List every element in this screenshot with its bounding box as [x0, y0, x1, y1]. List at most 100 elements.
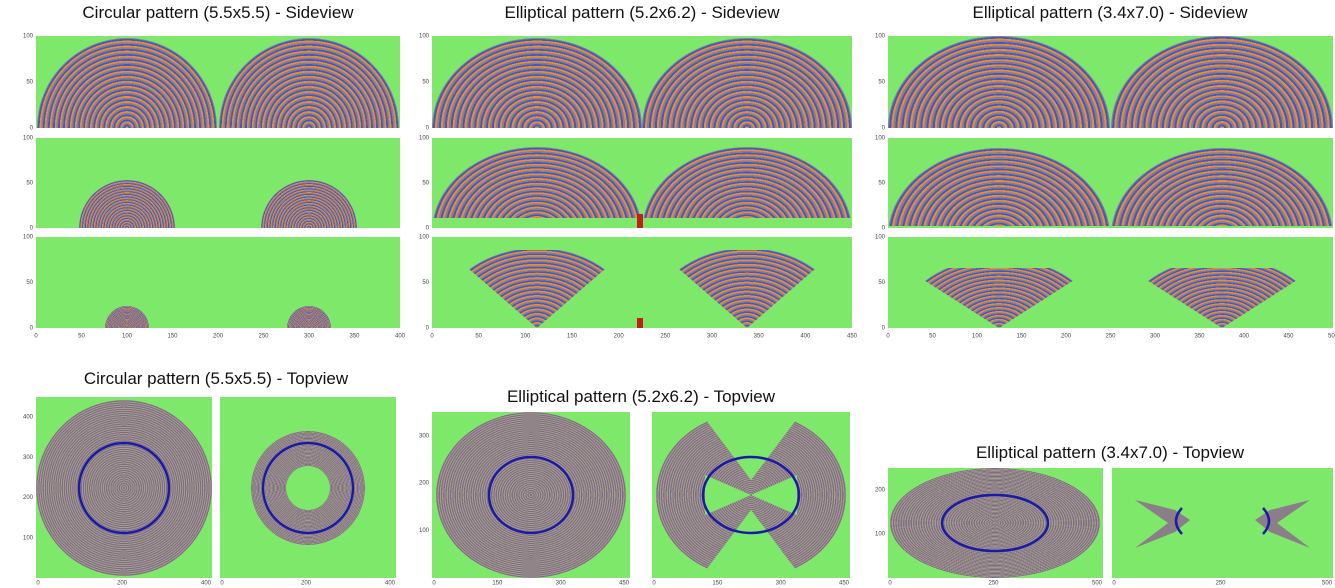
x-tick-label: 0	[888, 581, 892, 587]
y-tick-label: 100	[419, 528, 430, 534]
x-tick-label: 500	[1092, 581, 1103, 587]
x-tick-label: 250	[258, 334, 269, 340]
title: Elliptical pattern (3.4x7.0) - Sideview	[973, 3, 1249, 22]
x-tick-label: 400	[385, 581, 396, 587]
x-tick-label: 200	[1061, 334, 1072, 340]
x-tick-label: 0	[1112, 581, 1116, 587]
title: Circular pattern (5.5x5.5) - Topview	[84, 369, 349, 388]
y-tick-label: 0	[882, 226, 886, 232]
title: Circular pattern (5.5x5.5) - Sideview	[82, 3, 354, 22]
y-tick-label: 100	[875, 136, 886, 142]
y-tick-label: 200	[875, 488, 886, 494]
x-tick-label: 150	[167, 334, 178, 340]
pattern	[436, 412, 626, 578]
x-tick-label: 350	[349, 334, 360, 340]
x-tick-label: 300	[1150, 334, 1161, 340]
title: Elliptical pattern (5.2x6.2) - Topview	[507, 387, 776, 406]
y-tick-label: 0	[882, 326, 886, 332]
x-tick-label: 350	[1194, 334, 1205, 340]
source	[637, 318, 643, 328]
y-tick-label: 0	[426, 126, 430, 132]
x-tick-label: 200	[117, 581, 128, 587]
x-tick-label: 300	[707, 334, 718, 340]
x-tick-label: 0	[36, 581, 40, 587]
y-tick-label: 100	[419, 235, 430, 241]
y-tick-label: 50	[26, 181, 33, 187]
x-tick-label: 150	[567, 334, 578, 340]
y-tick-label: 100	[23, 235, 34, 241]
y-tick-label: 100	[419, 136, 430, 142]
x-tick-label: 100	[520, 334, 531, 340]
title: Elliptical pattern (5.2x6.2) - Sideview	[505, 3, 781, 22]
x-tick-label: 0	[430, 334, 434, 340]
x-tick-label: 250	[660, 334, 671, 340]
title: Elliptical pattern (3.4x7.0) - Topview	[976, 443, 1245, 462]
x-tick-label: 450	[1283, 334, 1294, 340]
pattern	[36, 400, 212, 576]
x-tick-label: 400	[800, 334, 811, 340]
x-tick-label: 400	[395, 334, 406, 340]
panel	[36, 237, 400, 328]
sideview-panels	[36, 36, 1333, 408]
x-tick-label: 0	[432, 581, 436, 587]
y-tick-label: 0	[30, 126, 34, 132]
x-tick-label: 0	[34, 334, 38, 340]
y-tick-label: 200	[419, 481, 430, 487]
y-tick-label: 400	[23, 415, 34, 421]
y-tick-label: 0	[882, 126, 886, 132]
x-tick-label: 0	[220, 581, 224, 587]
y-tick-label: 50	[878, 181, 885, 187]
x-tick-label: 150	[712, 581, 723, 587]
x-tick-label: 100	[972, 334, 983, 340]
y-tick-label: 50	[878, 280, 885, 286]
y-tick-label: 100	[875, 532, 886, 538]
panel	[1112, 468, 1333, 578]
x-tick-label: 150	[1016, 334, 1027, 340]
y-tick-label: 0	[426, 326, 430, 332]
x-tick-label: 50	[475, 334, 482, 340]
y-tick-label: 100	[875, 235, 886, 241]
y-tick-label: 100	[23, 535, 34, 541]
pattern	[890, 468, 1100, 578]
source	[637, 214, 643, 228]
y-tick-label: 50	[26, 280, 33, 286]
x-tick-label: 500	[1322, 581, 1333, 587]
x-tick-label: 450	[619, 581, 630, 587]
x-tick-label: 350	[754, 334, 765, 340]
x-tick-label: 250	[988, 581, 999, 587]
x-tick-label: 200	[213, 334, 224, 340]
x-tick-label: 250	[1215, 581, 1226, 587]
figure: Circular pattern (5.5x5.5) - Sideview El…	[0, 0, 1335, 588]
y-tick-label: 0	[30, 226, 34, 232]
y-tick-label: 100	[23, 34, 34, 40]
x-tick-label: 400	[1239, 334, 1250, 340]
x-tick-label: 150	[492, 581, 503, 587]
x-tick-label: 100	[122, 334, 133, 340]
x-tick-label: 300	[776, 581, 787, 587]
x-tick-label: 50	[78, 334, 85, 340]
y-tick-label: 50	[26, 80, 33, 86]
x-tick-label: 400	[201, 581, 212, 587]
y-tick-label: 50	[422, 280, 429, 286]
y-tick-label: 200	[23, 495, 34, 501]
x-tick-label: 200	[614, 334, 625, 340]
y-tick-label: 50	[422, 80, 429, 86]
x-tick-label: 300	[304, 334, 315, 340]
y-tick-label: 0	[426, 226, 430, 232]
x-tick-label: 500	[1328, 334, 1335, 340]
x-tick-label: 50	[929, 334, 936, 340]
x-tick-label: 450	[839, 581, 850, 587]
x-tick-label: 200	[301, 581, 312, 587]
y-tick-label: 100	[23, 136, 34, 142]
hole	[286, 466, 330, 510]
y-tick-label: 100	[875, 34, 886, 40]
y-tick-label: 100	[419, 34, 430, 40]
x-tick-label: 300	[556, 581, 567, 587]
y-tick-label: 0	[30, 326, 34, 332]
y-tick-label: 300	[419, 433, 430, 439]
topview-panels	[36, 397, 1333, 578]
x-tick-label: 0	[652, 581, 656, 587]
x-tick-label: 0	[886, 334, 890, 340]
y-tick-label: 50	[878, 80, 885, 86]
y-tick-label: 50	[422, 181, 429, 187]
